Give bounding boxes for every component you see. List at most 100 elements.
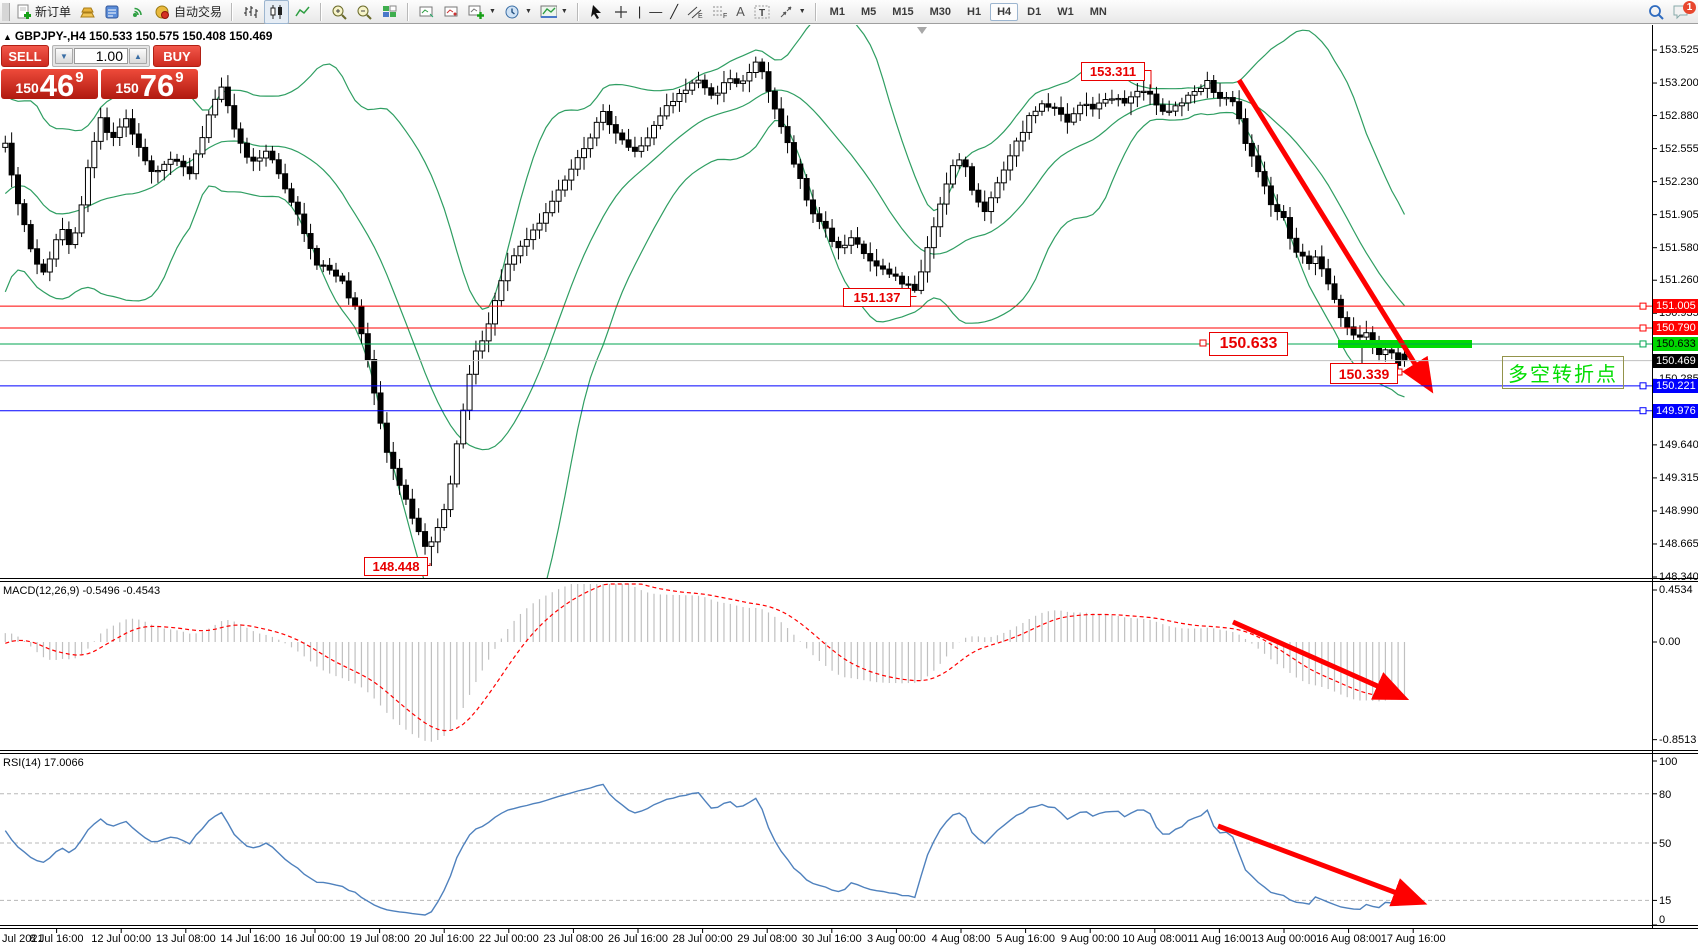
rsi-axis-tick: 100: [1659, 756, 1678, 768]
equidistant-channel-tool-button[interactable]: E: [683, 1, 706, 23]
timeframe-button-m1[interactable]: M1: [829, 5, 845, 18]
price-annotation-label[interactable]: 150.633: [1209, 332, 1288, 356]
buy-button[interactable]: BUY: [153, 45, 201, 67]
level-price-badge: 151.005: [1653, 299, 1698, 314]
chart-profile-icon: [540, 3, 557, 20]
new-chart-button[interactable]: ▼: [465, 1, 499, 23]
auto-trading-icon: [154, 3, 171, 20]
gold-button[interactable]: [76, 1, 99, 23]
fibonacci-tool-button[interactable]: F: [708, 1, 731, 23]
notification-badge: 1: [1683, 1, 1696, 14]
pane-divider[interactable]: [0, 581, 1698, 582]
crosshair-tool-button[interactable]: [610, 1, 633, 23]
timeframe-button-h1[interactable]: H1: [967, 5, 982, 18]
price-annotation-label[interactable]: 150.339: [1330, 363, 1398, 384]
separator: [320, 2, 323, 21]
arrows-tool-button[interactable]: ▼: [775, 1, 809, 23]
price-annotation-label[interactable]: 151.137: [843, 288, 911, 307]
price-axis-border: [1652, 25, 1653, 929]
turning-point-annotation[interactable]: 多空转折点: [1502, 356, 1624, 389]
track-chart-button[interactable]: [440, 1, 463, 23]
date-axis-label: 28 Jul 00:00: [672, 933, 733, 945]
candlestick-chart-button[interactable]: [264, 0, 290, 24]
auto-arrange-icon: [418, 3, 435, 20]
sell-button[interactable]: SELL: [1, 45, 49, 67]
text-label-icon: T: [753, 3, 770, 20]
chart-shift-marker[interactable]: [917, 27, 927, 34]
pane-divider[interactable]: [0, 928, 1698, 929]
horizontal-line-tool-button[interactable]: —: [646, 1, 665, 23]
date-axis-label: 3 Aug 00:00: [867, 933, 926, 945]
auto-arrange-button[interactable]: [415, 1, 438, 23]
line-chart-button[interactable]: [291, 1, 314, 23]
bar-chart-icon: [242, 3, 259, 20]
pane-divider[interactable]: [0, 578, 1698, 579]
timeframe-button-m30[interactable]: M30: [929, 5, 952, 18]
timeframe-button-m5[interactable]: M5: [860, 5, 877, 18]
timeframe-button-w1[interactable]: W1: [1057, 5, 1074, 18]
separator: [576, 2, 579, 21]
dropdown-caret-icon: ▼: [524, 8, 532, 15]
sell-price-display[interactable]: 150 46 9: [1, 69, 98, 101]
clipped-toolbar-icon: [2, 2, 10, 21]
buy-price-display[interactable]: 150 76 9: [101, 69, 198, 101]
date-axis-label: 30 Jul 16:00: [801, 933, 862, 945]
trendline-tool-button[interactable]: ╱: [667, 1, 681, 23]
bar-chart-button[interactable]: [239, 1, 262, 23]
pane-divider[interactable]: [0, 753, 1698, 754]
price-axis-tick: 153.525: [1659, 44, 1698, 56]
trendline-icon: ╱: [670, 4, 679, 19]
vertical-line-tool-button[interactable]: |: [635, 1, 644, 23]
zoom-out-icon: [356, 3, 373, 20]
cursor-tool-button[interactable]: [585, 1, 608, 23]
new-order-button[interactable]: 新订单: [12, 1, 74, 23]
crosshair-icon: [613, 3, 630, 20]
date-axis-label: 13 Jul 08:00: [155, 933, 216, 945]
new-chart-icon: [468, 3, 485, 20]
zoom-in-button[interactable]: [328, 1, 351, 23]
date-axis-label: 4 Aug 08:00: [931, 933, 991, 945]
zoom-out-button[interactable]: [353, 1, 376, 23]
dropdown-caret-icon: ▼: [798, 8, 806, 15]
date-axis-label: 29 Jul 08:00: [737, 933, 798, 945]
level-price-badge: 149.976: [1653, 403, 1698, 418]
volume-increase-button[interactable]: ▲: [129, 48, 147, 64]
market-depth-button[interactable]: [101, 1, 124, 23]
price-annotation-label[interactable]: 148.448: [364, 557, 428, 576]
rsi-axis-tick: 50: [1659, 838, 1672, 850]
search-icon[interactable]: [1647, 4, 1664, 21]
text-tool-icon: A: [736, 4, 745, 19]
timeframe-button-mn[interactable]: MN: [1089, 5, 1107, 18]
svg-text:E: E: [698, 13, 703, 20]
dropdown-caret-icon: ▼: [489, 8, 496, 15]
timeframe-button-h4[interactable]: H4: [990, 2, 1019, 21]
price-axis-tick: 151.260: [1659, 274, 1698, 287]
timeframe-toolbar: M1 M5 M15 M30 H1 H4 D1 W1 MN: [823, 2, 1114, 21]
date-axis-label: 11 Aug 16:00: [1187, 933, 1252, 945]
auto-trading-button[interactable]: 自动交易: [151, 1, 225, 23]
tile-windows-button[interactable]: [378, 1, 401, 23]
dropdown-caret-icon: ▼: [560, 8, 568, 15]
candlestick-chart-icon: [268, 3, 285, 20]
price-axis-tick: 152.880: [1659, 109, 1698, 122]
signals-button[interactable]: [126, 1, 149, 23]
text-tool-button[interactable]: A: [733, 1, 748, 23]
rsi-label: RSI(14) 17.0066: [3, 757, 84, 769]
macd-axis-tick: 0.4534: [1659, 583, 1693, 596]
macd-axis-tick: 0.00: [1659, 636, 1681, 648]
text-label-tool-button[interactable]: T: [750, 1, 773, 23]
date-axis-label: 13 Aug 00:00: [1251, 933, 1317, 945]
chart-profile-button[interactable]: ▼: [537, 1, 571, 23]
pane-divider[interactable]: [0, 750, 1698, 751]
price-axis-tick: 153.200: [1659, 77, 1698, 90]
chart-period-button[interactable]: ▼: [501, 1, 535, 23]
price-annotation-label[interactable]: 153.311: [1081, 62, 1145, 81]
volume-decrease-button[interactable]: ▼: [55, 48, 73, 64]
notifications-button[interactable]: 1: [1672, 1, 1696, 21]
volume-input[interactable]: [74, 48, 128, 64]
timeframe-button-d1[interactable]: D1: [1027, 5, 1042, 18]
symbol-marker-icon: ▲: [3, 32, 12, 42]
timeframe-button-m15[interactable]: M15: [892, 5, 914, 18]
pane-divider[interactable]: [0, 925, 1698, 926]
